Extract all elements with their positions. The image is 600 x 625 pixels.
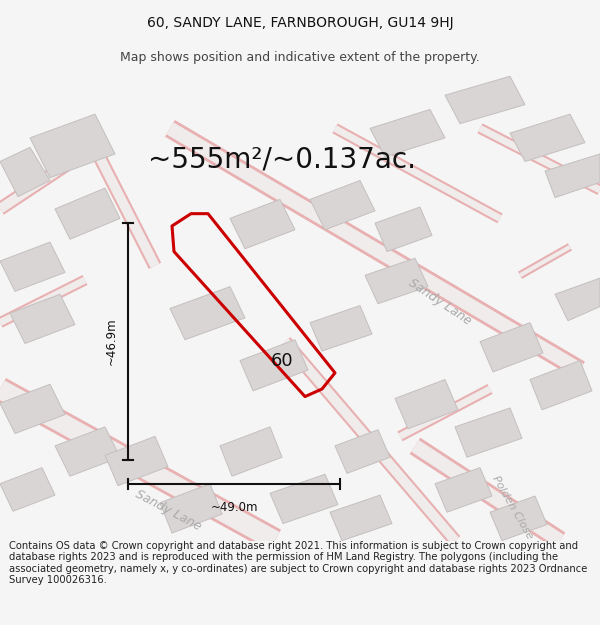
Polygon shape <box>0 468 55 511</box>
Polygon shape <box>220 427 282 476</box>
Polygon shape <box>455 408 522 458</box>
Text: Sandy Lane: Sandy Lane <box>406 276 474 328</box>
Polygon shape <box>30 114 115 178</box>
Polygon shape <box>530 361 592 410</box>
Polygon shape <box>310 181 375 230</box>
Text: Map shows position and indicative extent of the property.: Map shows position and indicative extent… <box>120 51 480 64</box>
Polygon shape <box>335 430 390 473</box>
Polygon shape <box>395 379 458 429</box>
Polygon shape <box>55 427 120 476</box>
Polygon shape <box>55 188 120 239</box>
Polygon shape <box>160 484 222 533</box>
Polygon shape <box>490 496 547 541</box>
Text: ~555m²/~0.137ac.: ~555m²/~0.137ac. <box>148 146 416 174</box>
Polygon shape <box>0 148 50 197</box>
Polygon shape <box>230 199 295 249</box>
Polygon shape <box>270 474 338 524</box>
Polygon shape <box>435 468 492 512</box>
Polygon shape <box>10 294 75 344</box>
Polygon shape <box>0 384 65 434</box>
Text: ~46.9m: ~46.9m <box>105 318 118 366</box>
Polygon shape <box>370 109 445 157</box>
Polygon shape <box>330 495 392 541</box>
Polygon shape <box>480 322 543 372</box>
Polygon shape <box>445 76 525 124</box>
Polygon shape <box>375 207 432 252</box>
Text: 60: 60 <box>271 351 293 369</box>
Polygon shape <box>510 114 585 161</box>
Polygon shape <box>555 278 600 321</box>
Text: Contains OS data © Crown copyright and database right 2021. This information is : Contains OS data © Crown copyright and d… <box>9 541 587 586</box>
Text: 60, SANDY LANE, FARNBOROUGH, GU14 9HJ: 60, SANDY LANE, FARNBOROUGH, GU14 9HJ <box>146 16 454 30</box>
Polygon shape <box>240 340 308 391</box>
Polygon shape <box>0 242 65 291</box>
Text: Polden Close: Polden Close <box>490 474 534 541</box>
Polygon shape <box>170 287 245 340</box>
Text: ~49.0m: ~49.0m <box>210 501 258 514</box>
Text: Sandy Lane: Sandy Lane <box>133 488 203 533</box>
Polygon shape <box>545 154 600 198</box>
Polygon shape <box>105 436 168 486</box>
Polygon shape <box>310 306 372 351</box>
Polygon shape <box>365 258 428 304</box>
